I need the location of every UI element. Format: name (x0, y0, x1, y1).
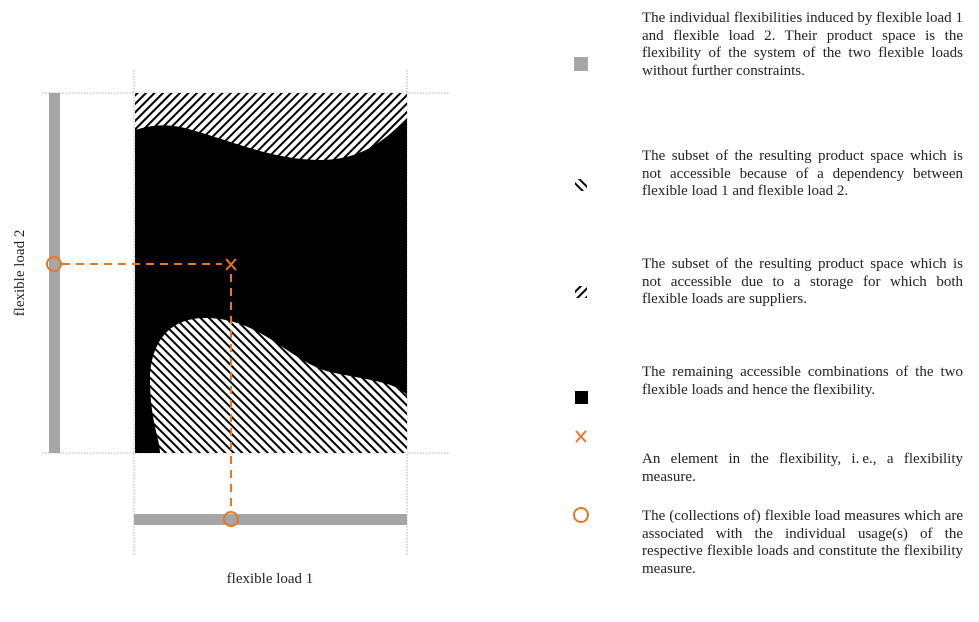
legend-text: The subset of the resulting product spac… (642, 256, 963, 308)
dependency-constraint (150, 318, 407, 453)
measure (46, 256, 239, 527)
legend-text: The subset of the resulting product spac… (642, 148, 963, 200)
legend-text: The (collections of) flexible load measu… (642, 508, 963, 577)
legend-text: The individual flexibilities induced by … (642, 10, 963, 79)
legend-text: The remaining accessible combina­tions o… (642, 364, 963, 398)
legend-text: An element in the flexibility, i. e., a … (642, 451, 963, 485)
load2-bar (49, 93, 60, 453)
storage-constraint (135, 93, 407, 160)
x-label: flexible load 1 (227, 571, 314, 587)
legend-icons (573, 57, 589, 523)
y-label: flexible load 2 (12, 230, 28, 317)
load1-bar (134, 514, 407, 525)
